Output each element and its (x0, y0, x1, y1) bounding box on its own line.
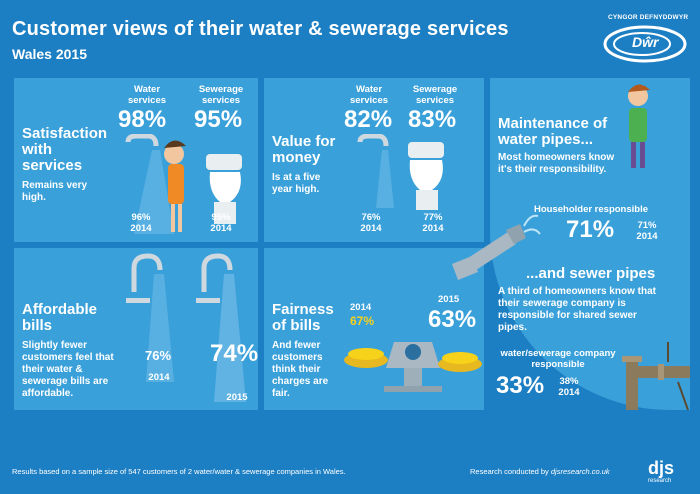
broken-pipe-icon (452, 214, 541, 280)
panel-satisfaction: Satisfaction with services Remains very … (14, 78, 258, 242)
value-water-label: Water services (349, 84, 389, 106)
maintenance-resp-label: Householder responsible (533, 204, 649, 215)
satisfaction-water-prev-year: 2014 (130, 223, 152, 234)
value-water-prev-value: 76% (361, 212, 381, 223)
logo-name: Dŵr (632, 34, 659, 50)
value-water-value: 82% (344, 106, 393, 133)
value-money-heading: Value for money (272, 133, 336, 166)
value-water-prev: 76% 2014 (356, 212, 386, 234)
value-sewerage-value: 83% (408, 106, 457, 133)
footer-sample-note: Results based on a sample size of 547 cu… (12, 467, 346, 476)
value-sewerage-prev-value: 77% (423, 212, 443, 223)
page-title: Customer views of their water & sewerage… (12, 18, 509, 40)
satisfaction-sewerage-label: Sewerage services (198, 84, 244, 106)
affordable-note: Slightly fewer customers feel that their… (22, 340, 114, 399)
panel-fairness: Fairness of bills And fewer customers th… (264, 248, 484, 410)
satisfaction-water-label: Water services (127, 84, 167, 106)
satisfaction-sewerage-value: 95% (194, 106, 243, 133)
fairness-cur-value: 63% (428, 306, 477, 333)
sewer-value: 33% (496, 372, 545, 399)
satisfaction-water-prev-value: 96% (131, 212, 151, 223)
sewer-prev-year: 2014 (558, 387, 580, 398)
sewer-resp-label: water/sewerage company responsible (500, 348, 616, 370)
satisfaction-note: Remains very high. (22, 180, 88, 203)
footer-credit-prefix: Research conducted by (470, 467, 551, 476)
djs-logo: djs (648, 458, 675, 478)
value-sewerage-prev-year: 2014 (422, 223, 444, 234)
panel-pipes: Maintenance of water pipes... Most homeo… (490, 78, 690, 410)
worried-person-icon (628, 84, 650, 168)
satisfaction-water-prev: 96% 2014 (126, 212, 156, 234)
affordable-cur-year: 2015 (226, 392, 248, 403)
affordable-prev-year: 2014 (148, 372, 170, 383)
scales-coins-icon (344, 342, 482, 392)
affordable-prev-value: 76% (145, 348, 172, 363)
maintenance-note: Most homeowners know it's their responsi… (498, 152, 615, 175)
satisfaction-sewerage-prev-year: 2014 (210, 223, 232, 234)
maintenance-heading: Maintenance of water pipes... (498, 115, 608, 148)
panel-affordable: Affordable bills Slightly fewer customer… (14, 248, 258, 410)
page-subtitle: Wales 2015 (12, 46, 87, 62)
affordable-cur-value: 74% (210, 340, 259, 367)
sewer-prev-value: 38% (559, 376, 579, 387)
satisfaction-water-value: 98% (118, 106, 167, 133)
maintenance-prev: 71% 2014 (632, 220, 662, 242)
logo: CYNGOR DEFNYDDWYR Dŵr (600, 14, 690, 66)
maintenance-prev-value: 71% (637, 220, 657, 231)
djs-logo-sub: research (648, 478, 672, 484)
value-money-note: Is at a five year high. (272, 172, 321, 195)
fairness-heading: Fairness of bills (272, 301, 334, 334)
maintenance-prev-year: 2014 (636, 231, 658, 242)
satisfaction-heading: Satisfaction with services (22, 125, 108, 174)
logo-swoosh-icon (603, 25, 687, 63)
sewer-pipe-icon (622, 342, 690, 410)
tap-person-toilet-icon (125, 134, 242, 234)
tap-toilet-icon (357, 134, 444, 210)
fairness-cur-year: 2015 (438, 294, 460, 305)
logo-top-text: CYNGOR DEFNYDDWYR (608, 14, 689, 21)
affordable-heading: Affordable bills (22, 301, 97, 334)
footer-credit: Research conducted by djsresearch.co.uk (470, 467, 610, 476)
panel-value-money: Value for money Is at a five year high. … (264, 78, 484, 242)
value-sewerage-prev: 77% 2014 (418, 212, 448, 234)
satisfaction-sewerage-prev: 95% 2014 (206, 212, 236, 234)
fairness-prev-year: 2014 (350, 302, 372, 313)
sewer-prev: 38% 2014 (554, 376, 584, 398)
value-sewerage-label: Sewerage services (412, 84, 458, 106)
fairness-prev-value: 67% (350, 314, 375, 328)
maintenance-value: 71% (566, 216, 615, 243)
fairness-note: And fewer customers think their charges … (272, 340, 329, 399)
sewer-note: A third of homeowners know that their se… (498, 286, 656, 333)
footer-credit-link[interactable]: djsresearch.co.uk (550, 467, 610, 476)
sewer-heading: ...and sewer pipes (526, 265, 656, 282)
two-taps-icon (126, 253, 246, 402)
value-water-prev-year: 2014 (360, 223, 382, 234)
satisfaction-sewerage-prev-value: 95% (211, 212, 231, 223)
